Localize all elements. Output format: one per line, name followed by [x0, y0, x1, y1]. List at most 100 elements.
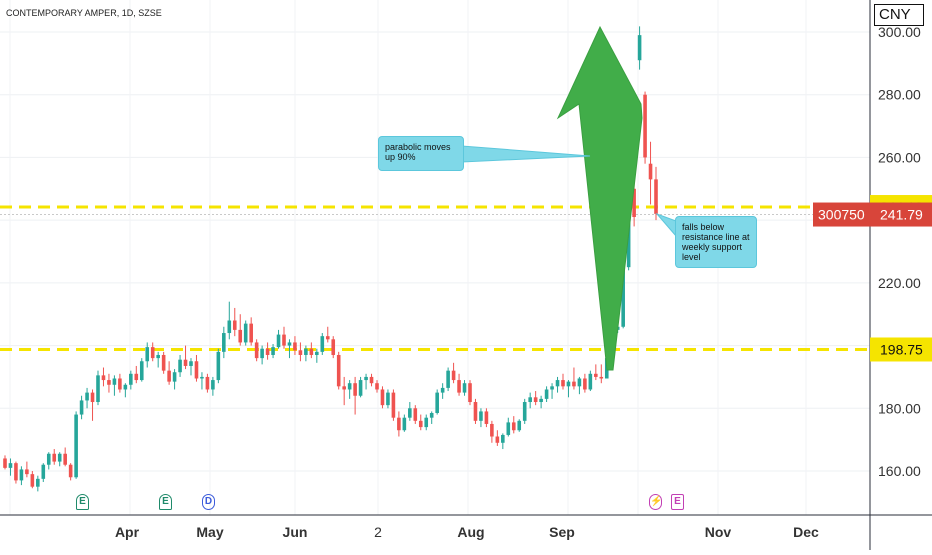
earnings-event-icon[interactable]: E [671, 494, 684, 510]
candle-body [533, 397, 538, 403]
candle-body [57, 453, 62, 462]
candle-body [232, 320, 237, 330]
candle-body [555, 380, 560, 387]
candle-body [101, 375, 106, 381]
candle [309, 342, 314, 359]
x-tick-label: Apr [115, 524, 140, 540]
candle-body [654, 179, 658, 214]
candle [490, 420, 494, 443]
candle [397, 411, 401, 437]
candle-body [577, 378, 582, 387]
candle-body [572, 381, 576, 387]
candle-body [632, 188, 636, 218]
candle [139, 358, 144, 382]
last-price-tag [870, 202, 932, 227]
candle-body [440, 387, 445, 393]
candle [517, 419, 522, 432]
candle [249, 317, 253, 346]
y-axis-tick-labels: 300.00 280.00 260.00 220.00 180.00 160.00 [878, 24, 921, 479]
candle [457, 373, 461, 396]
y-axis-panel [870, 0, 932, 550]
candle [172, 369, 177, 390]
candle-body [63, 453, 67, 465]
x-tick-label: 2 [374, 524, 382, 540]
candle [473, 398, 478, 424]
candle-body [566, 381, 571, 387]
candle-body [134, 373, 139, 381]
candle [183, 345, 188, 370]
candle [462, 380, 467, 396]
candle [358, 376, 363, 398]
candle [254, 339, 259, 362]
candle-body [19, 469, 24, 481]
candle-body [276, 334, 281, 348]
candle-body [473, 402, 478, 421]
candle-body [145, 347, 150, 362]
x-tick-label: Jun [283, 524, 308, 540]
symbol-label: 300750 [818, 207, 865, 223]
candle [243, 320, 248, 346]
candle-body [386, 392, 390, 406]
candle-body [522, 402, 527, 421]
up-arrow-annotation [461, 25, 677, 371]
candle-body [511, 422, 516, 431]
earnings-event-icon[interactable]: E [76, 494, 89, 510]
candle-body [451, 370, 456, 381]
split-event-icon[interactable]: ⚡ [649, 494, 662, 510]
candle [46, 452, 51, 470]
candle-body [648, 163, 653, 180]
candle [293, 336, 297, 355]
callout-pointer [461, 145, 591, 163]
candle-body [539, 398, 543, 403]
candle-body [479, 411, 483, 421]
candle [380, 386, 385, 409]
candle [194, 354, 199, 382]
y-tick-label: 260.00 [878, 149, 921, 165]
candle-body [36, 478, 40, 487]
candle [271, 344, 275, 359]
candle [408, 402, 412, 421]
candle-body [490, 423, 494, 437]
candle-body [249, 323, 253, 343]
candle [57, 452, 62, 467]
candle-body [637, 35, 642, 61]
currency-button[interactable]: CNY [874, 4, 924, 26]
earnings-event-icon[interactable]: E [159, 494, 172, 510]
candle [287, 339, 292, 359]
candle-body [79, 400, 84, 415]
candle [331, 336, 336, 359]
candle [484, 408, 489, 428]
candle-body [369, 376, 374, 384]
y-tick-label: 160.00 [878, 463, 921, 479]
candle-body [353, 383, 357, 396]
candle-body [287, 342, 292, 346]
candle-body [544, 389, 549, 399]
candle-body [583, 378, 587, 390]
candle-body [3, 458, 7, 468]
candle-body [282, 334, 286, 346]
candle [36, 475, 40, 492]
candle [391, 389, 396, 421]
candle [375, 380, 379, 393]
y-tick-label: 220.00 [878, 275, 921, 291]
candle-body [594, 373, 598, 377]
x-tick-label: Nov [705, 524, 732, 540]
candle-body [161, 354, 166, 371]
candle [468, 380, 472, 406]
candle [539, 395, 543, 409]
candle [14, 461, 18, 484]
candle-body [331, 339, 336, 355]
candle-body [265, 348, 270, 355]
candle [52, 449, 57, 465]
candle [41, 463, 46, 482]
candle-body [588, 373, 593, 390]
candle [544, 386, 549, 403]
candle [145, 342, 150, 368]
candle [429, 411, 434, 424]
candle-body [446, 370, 450, 388]
dividend-event-icon[interactable]: D [202, 494, 215, 510]
candle [211, 376, 215, 396]
candle-body [402, 417, 407, 431]
